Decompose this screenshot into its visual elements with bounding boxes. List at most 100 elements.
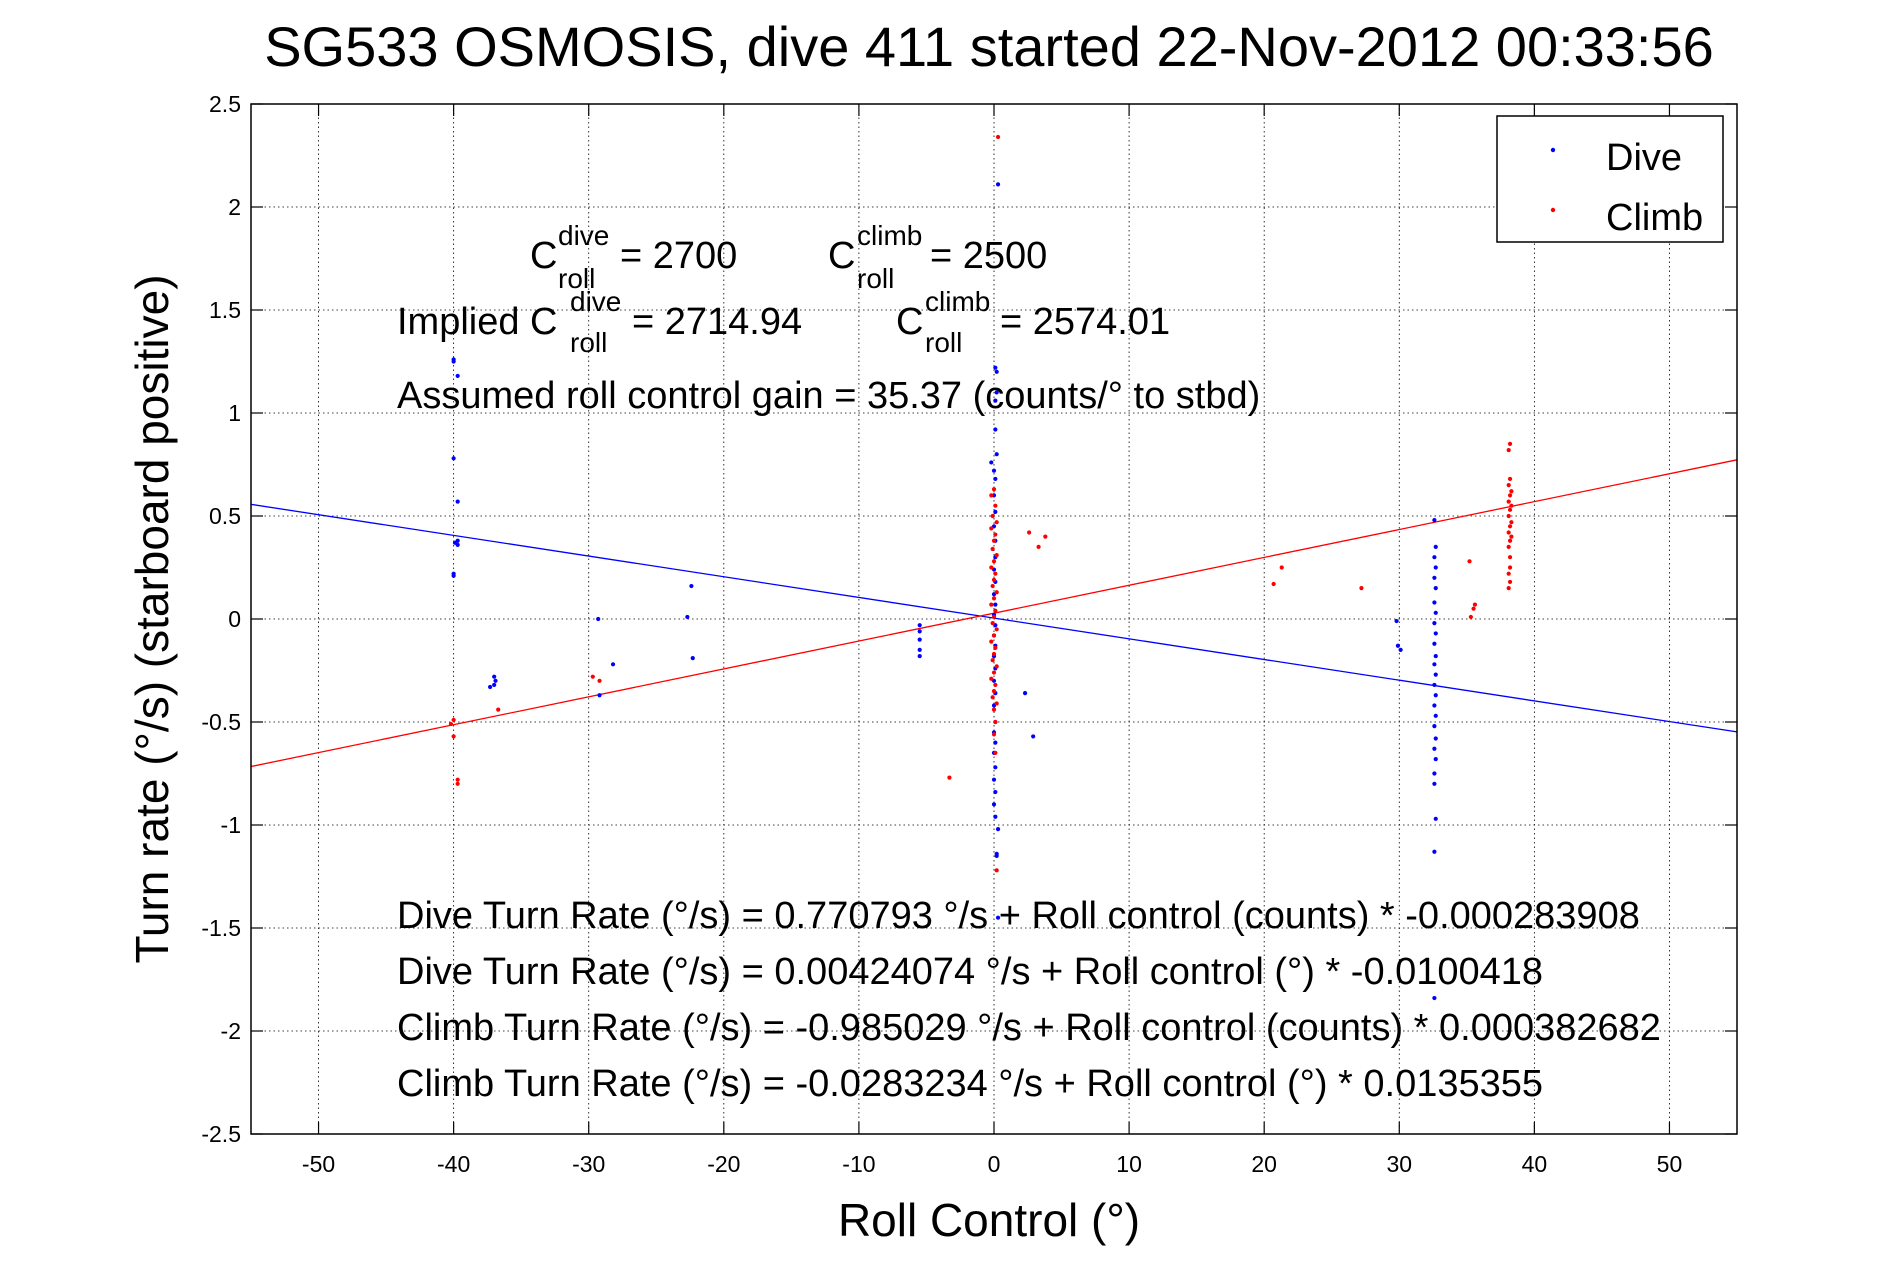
x-tick-label: 10: [1116, 1151, 1142, 1177]
climb-point: [1506, 499, 1511, 504]
dive-point: [455, 499, 460, 504]
dive-point: [993, 789, 998, 795]
legend-climb-marker: [1550, 207, 1556, 213]
dive-point: [989, 460, 994, 465]
climb-point: [993, 750, 998, 756]
legend-dive-marker: [1550, 147, 1556, 153]
dive-point: [993, 427, 998, 432]
climb-point: [1506, 530, 1511, 535]
legend-climb-label: Climb: [1606, 197, 1703, 239]
climb-point: [994, 520, 999, 525]
climb-point: [1359, 586, 1364, 591]
climb-point: [991, 487, 997, 492]
climb-point: [947, 775, 952, 780]
dive-point: [1432, 621, 1437, 626]
dive-point: [993, 740, 998, 745]
climb-point: [991, 670, 997, 675]
y-tick-label: -0.5: [201, 709, 241, 735]
x-tick-label: 0: [988, 1151, 1001, 1177]
climb-point: [990, 513, 995, 519]
climb-point: [993, 503, 998, 508]
climb-point: [448, 721, 454, 727]
climb-point: [1507, 565, 1513, 570]
climb-point: [451, 717, 456, 723]
climb-point: [989, 676, 994, 681]
dive-point: [1432, 746, 1437, 751]
climb-point: [994, 701, 999, 706]
x-tick-label: -40: [437, 1151, 470, 1177]
climb-point: [1506, 571, 1511, 576]
dive-point: [1395, 643, 1401, 648]
dive-point: [993, 765, 998, 770]
climb-point: [1507, 538, 1513, 543]
y-tick-label: -2.5: [201, 1121, 241, 1147]
x-tick-label: 50: [1657, 1151, 1683, 1177]
climb-point: [1506, 483, 1511, 488]
dive-point: [1432, 995, 1437, 1001]
climb-point: [455, 777, 460, 782]
dive-point: [1433, 544, 1438, 550]
dive-point: [995, 827, 1001, 832]
chart-title: SG533 OSMOSIS, dive 411 started 22-Nov-2…: [264, 15, 1714, 78]
y-tick-label: -2: [221, 1018, 241, 1044]
dive-point: [917, 623, 922, 628]
dive-point: [917, 653, 922, 659]
dive-point: [1432, 518, 1437, 523]
annotation-implied-dive-sup: dive: [570, 286, 621, 317]
y-axis-label: Turn rate (°/s) (starboard positive): [126, 274, 178, 963]
dive-point: [1433, 653, 1438, 659]
annotation-c-dive-base: C: [530, 235, 557, 277]
climb-point: [1507, 476, 1513, 482]
dive-point: [1432, 575, 1437, 580]
annotation-eq-climb-deg: Climb Turn Rate (°/s) = -0.0283234 °/s +…: [397, 1063, 1543, 1105]
annotation-c-dive: C dive roll = 2700: [530, 220, 737, 294]
climb-point: [990, 695, 995, 700]
legend-dive-label: Dive: [1606, 137, 1682, 179]
x-tick-label: -20: [707, 1151, 740, 1177]
climb-point: [451, 734, 456, 739]
climb-point: [989, 602, 994, 607]
climb-point: [991, 633, 997, 638]
dive-point: [685, 614, 690, 620]
climb-point: [991, 559, 997, 564]
dive-point: [994, 853, 999, 859]
dive-point: [1432, 555, 1437, 560]
dive-point: [1022, 691, 1028, 696]
dive-point: [1433, 693, 1438, 698]
y-tick-label: 2.5: [209, 91, 241, 117]
annotation-implied-climb-value: = 2574.01: [1000, 301, 1170, 343]
climb-point: [991, 614, 997, 620]
dive-point: [493, 678, 498, 683]
annotation-eq-dive-deg: Dive Turn Rate (°/s) = 0.00424074 °/s + …: [397, 951, 1543, 993]
dive-point: [1432, 641, 1437, 646]
dive-point: [597, 693, 602, 698]
dive-point: [1433, 586, 1438, 591]
x-tick-label: 20: [1251, 1151, 1277, 1177]
climb-point: [1507, 441, 1513, 446]
annotation-c-dive-sub: roll: [558, 263, 595, 294]
climb-point: [1506, 513, 1511, 519]
dive-point: [1432, 600, 1437, 605]
dive-point: [994, 452, 999, 457]
x-tick-labels: -50 -40 -30 -20 -10 0 10 20 30 40 50: [302, 1151, 1682, 1177]
climb-point: [1468, 614, 1473, 620]
dive-point: [1433, 816, 1438, 821]
dive-point: [488, 684, 493, 690]
y-tick-label: 0: [228, 606, 241, 632]
climb-point: [989, 639, 994, 644]
dive-point: [1432, 703, 1437, 708]
climb-point: [1509, 489, 1514, 494]
dive-point: [993, 814, 998, 819]
climb-point: [994, 868, 999, 873]
annotation-c-climb-base: C: [828, 235, 855, 277]
climb-point: [590, 674, 595, 679]
climb-point: [1507, 493, 1513, 498]
annotation-c-climb-sub: roll: [857, 263, 894, 294]
climb-point: [995, 134, 1001, 140]
dive-point: [994, 390, 999, 395]
climb-point: [993, 645, 998, 650]
dive-point: [1433, 756, 1438, 762]
annotation-gain: Assumed roll control gain = 35.37 (count…: [397, 375, 1260, 417]
